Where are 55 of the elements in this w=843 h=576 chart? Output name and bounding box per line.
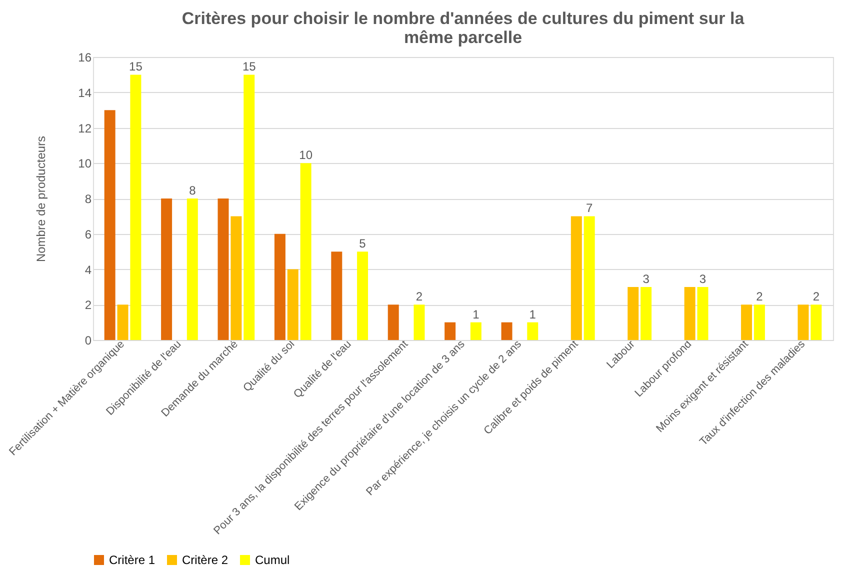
y-tick-label: 6 xyxy=(84,227,92,242)
data-label: 1 xyxy=(472,307,480,322)
y-tick-label: 10 xyxy=(78,156,92,171)
bar xyxy=(287,269,298,340)
bar xyxy=(104,110,116,340)
bar xyxy=(300,163,312,340)
bar xyxy=(798,304,809,340)
data-label: 15 xyxy=(129,60,143,74)
y-tick-label: 14 xyxy=(78,86,92,100)
bar xyxy=(470,322,482,340)
legend-label: Cumul xyxy=(255,553,290,567)
y-tick-label: 8 xyxy=(84,192,92,206)
data-label: 10 xyxy=(299,148,313,162)
bar xyxy=(218,198,229,340)
bar xyxy=(161,198,172,340)
bar xyxy=(628,286,639,340)
data-label: 8 xyxy=(189,184,196,198)
bar xyxy=(357,252,368,340)
bar xyxy=(501,322,512,340)
bar xyxy=(388,304,399,340)
data-label: 3 xyxy=(642,272,650,286)
data-label: 7 xyxy=(586,201,593,216)
bar xyxy=(130,74,142,340)
y-tick-label: 12 xyxy=(78,121,92,136)
bar xyxy=(584,216,595,340)
y-tick-label: 16 xyxy=(78,50,92,64)
bar xyxy=(444,322,456,340)
bar xyxy=(186,198,198,340)
legend-label: Critère 2 xyxy=(182,553,228,567)
data-label: 2 xyxy=(812,290,820,304)
y-tick-label: 2 xyxy=(84,298,92,312)
bar xyxy=(697,286,708,340)
data-label: 3 xyxy=(699,272,706,286)
bar xyxy=(640,286,652,340)
bar xyxy=(331,252,342,340)
data-label: 2 xyxy=(756,290,764,304)
legend-label: Critère 1 xyxy=(109,553,156,567)
chart-title: Critères pour choisir le nombre d'années de cultures du piment sur la même parcelle xyxy=(182,9,745,47)
bar xyxy=(527,322,538,340)
y-tick-label: 4 xyxy=(84,262,92,277)
bar xyxy=(414,304,425,340)
data-label: 2 xyxy=(416,290,423,304)
data-label: 1 xyxy=(529,307,536,322)
bar xyxy=(230,216,242,340)
bar xyxy=(810,304,822,340)
data-label: 15 xyxy=(242,60,256,74)
bar xyxy=(570,216,582,340)
bar xyxy=(117,304,128,340)
bar xyxy=(274,234,286,340)
data-label: 5 xyxy=(359,236,366,251)
bar xyxy=(684,286,696,340)
bar xyxy=(754,304,765,340)
bar xyxy=(741,304,752,340)
bar xyxy=(244,74,255,340)
y-axis-title: Nombre de producteurs xyxy=(34,136,48,262)
